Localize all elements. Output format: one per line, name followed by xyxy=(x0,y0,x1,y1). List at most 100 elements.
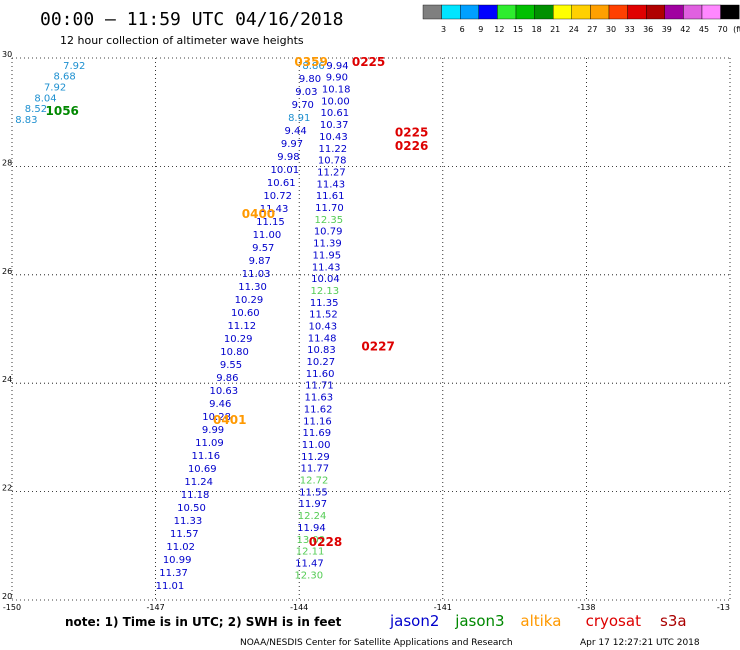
color-scale-tick: 70 xyxy=(718,25,728,34)
track-time-label: 0401 xyxy=(213,413,246,427)
wave-height-label: 11.22 xyxy=(318,144,347,155)
wave-height-label: 10.78 xyxy=(318,156,347,167)
x-tick-label: -138 xyxy=(577,603,595,612)
wave-height-label: 10.28 xyxy=(202,412,231,423)
color-scale-swatch xyxy=(441,4,461,20)
color-scale-swatch xyxy=(590,4,610,20)
wave-height-label: 10.72 xyxy=(263,191,292,202)
x-tick-label: -150 xyxy=(3,603,21,612)
grid xyxy=(11,57,731,601)
track-time-label: 0400 xyxy=(242,207,275,221)
wave-height-label: 11.24 xyxy=(184,477,213,488)
color-scale-swatch xyxy=(720,4,740,20)
wave-height-label: 10.63 xyxy=(209,386,238,397)
color-scale-tick: 6 xyxy=(460,25,465,34)
color-scale-tick: 27 xyxy=(587,25,597,34)
wave-height-label: 11.15 xyxy=(256,217,285,228)
wave-height-label: 11.57 xyxy=(170,529,199,540)
color-scale-swatch xyxy=(497,4,517,20)
wave-height-label: 11.60 xyxy=(306,369,335,380)
wave-height-label: 11.00 xyxy=(302,440,331,451)
color-scale-tick: 36 xyxy=(643,25,653,34)
wave-height-label: 11.69 xyxy=(302,428,331,439)
wave-height-label: 10.18 xyxy=(322,85,351,96)
wave-height-label: 10.79 xyxy=(314,227,343,238)
wave-height-label: 11.48 xyxy=(308,333,337,344)
y-tick-label: 22 xyxy=(2,484,12,493)
wave-height-label: 11.39 xyxy=(313,239,342,250)
satellite-legend-item: cryosat xyxy=(586,612,641,630)
track-time-label: 1056 xyxy=(46,104,79,118)
color-scale-tick: 24 xyxy=(569,25,579,34)
footer-timestamp: Apr 17 12:27:21 UTC 2018 xyxy=(580,638,700,648)
color-scale-tick: 39 xyxy=(662,25,672,34)
wave-height-label: 11.63 xyxy=(304,393,333,404)
x-tick-label: -141 xyxy=(434,603,452,612)
wave-height-label: 11.71 xyxy=(305,381,334,392)
wave-height-label: 10.61 xyxy=(321,108,350,119)
color-scale-swatch xyxy=(422,4,442,20)
wave-height-label: 11.35 xyxy=(310,298,339,309)
color-scale-tick: 33 xyxy=(625,25,635,34)
satellite-legend-item: s3a xyxy=(660,612,687,630)
wave-height-label: 11.94 xyxy=(297,523,326,534)
wave-height-label: 8.91 xyxy=(288,113,310,124)
wave-height-label: 9.70 xyxy=(292,100,314,111)
wave-height-label: 9.87 xyxy=(249,256,271,267)
track-time-label: 0226 xyxy=(395,139,428,153)
wave-height-label: 9.94 xyxy=(326,61,348,72)
wave-height-label: 11.16 xyxy=(192,451,221,462)
color-scale-swatch xyxy=(515,4,535,20)
wave-height-label: 11.43 xyxy=(316,179,345,190)
credit-text: NOAA/NESDIS Center for Satellite Applica… xyxy=(240,638,513,648)
wave-height-label: 8.83 xyxy=(15,115,37,126)
color-scale-swatch xyxy=(701,4,721,20)
wave-height-label: 12.11 xyxy=(296,547,325,558)
wave-height-label: 11.70 xyxy=(315,203,344,214)
track-time-label: 0225 xyxy=(395,126,428,140)
y-tick-label: 26 xyxy=(2,267,12,276)
wave-height-label: 10.50 xyxy=(177,503,206,514)
satellite-legend-item: jason3 xyxy=(454,612,504,630)
wave-height-label: 11.30 xyxy=(238,282,267,293)
wave-height-label: 11.03 xyxy=(242,269,271,280)
wave-height-label: 9.57 xyxy=(252,243,274,254)
track-time-label: 0228 xyxy=(309,535,342,549)
chart-title: 00:00 – 11:59 UTC 04/16/2018 xyxy=(40,9,343,30)
wave-height-label: 11.00 xyxy=(253,230,282,241)
wave-height-label: 11.29 xyxy=(301,452,330,463)
wave-height-label: 9.90 xyxy=(326,73,348,84)
wave-height-label: 11.27 xyxy=(317,167,346,178)
wave-height-label: 11.61 xyxy=(316,191,345,202)
wave-height-label: 10.69 xyxy=(188,464,217,475)
wave-height-label: 11.52 xyxy=(309,310,338,321)
color-scale-swatch xyxy=(683,4,703,20)
wave-height-label: 10.43 xyxy=(308,322,337,333)
wave-height-label: 11.09 xyxy=(195,438,224,449)
track-time-label: 0359 xyxy=(294,55,327,69)
wave-height-label: 11.43 xyxy=(260,204,289,215)
note-text: note: 1) Time is in UTC; 2) SWH is in fe… xyxy=(65,615,342,629)
color-scale-tick: 30 xyxy=(606,25,616,34)
chart-subtitle: 12 hour collection of altimeter wave hei… xyxy=(60,34,304,47)
color-scale-swatch xyxy=(571,4,591,20)
track-time-label: 0227 xyxy=(361,340,394,354)
x-tick-label: -13 xyxy=(717,603,730,612)
wave-height-label: 7.92 xyxy=(44,83,66,94)
axes: -150 -147 -144 -141 -138 -13 20 22 24 26 28 30 xyxy=(2,50,730,612)
wave-height-label: 9.86 xyxy=(216,373,238,384)
color-scale-swatch xyxy=(553,4,573,20)
color-scale-tick: 12 xyxy=(494,25,504,34)
color-scale-swatch xyxy=(627,4,647,20)
wave-height-label: 11.37 xyxy=(159,568,188,579)
wave-height-label: 11.16 xyxy=(303,416,332,427)
wave-height-label: 7.92 xyxy=(63,61,85,72)
wave-height-label: 9.80 xyxy=(299,74,321,85)
color-scale-tick: 15 xyxy=(513,25,523,34)
wave-height-label: 11.47 xyxy=(295,558,324,569)
wave-height-label: 9.44 xyxy=(284,126,306,137)
track-time-label: 0225 xyxy=(352,55,385,69)
x-tick-label: -147 xyxy=(147,603,165,612)
color-scale-tick: 9 xyxy=(478,25,483,34)
